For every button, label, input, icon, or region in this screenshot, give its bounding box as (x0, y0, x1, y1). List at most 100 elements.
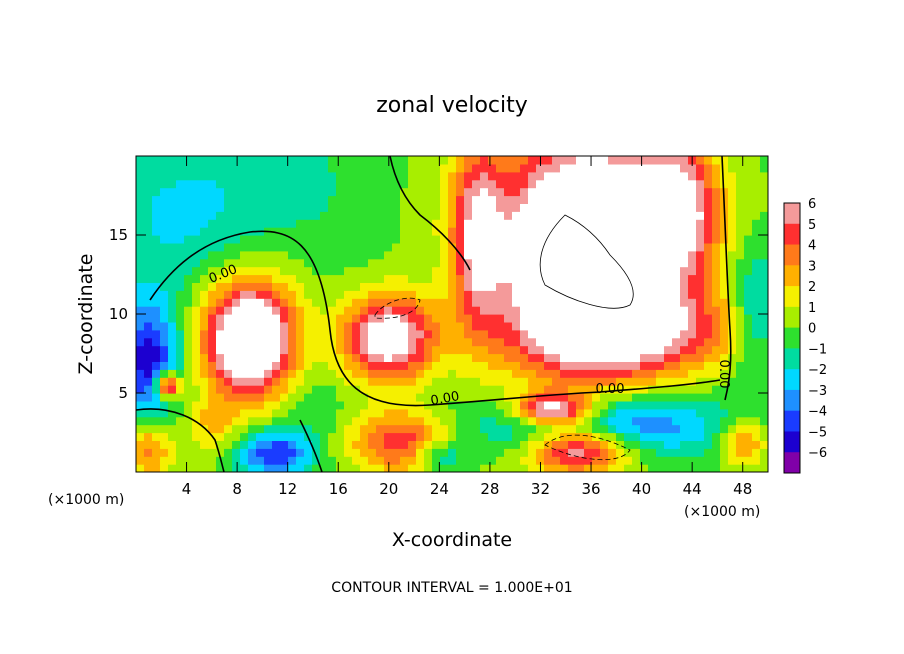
field-cell (448, 250, 457, 260)
field-cell (760, 290, 768, 299)
field-cell (568, 369, 577, 378)
field-cell (560, 464, 569, 472)
field-cell (256, 408, 265, 418)
field-cell (272, 337, 281, 347)
field-cell (512, 156, 521, 165)
field-cell (568, 408, 577, 418)
field-cell (384, 258, 393, 268)
field-cell (480, 377, 489, 386)
field-cell (736, 361, 745, 370)
field-cell (648, 274, 657, 283)
field-cell (552, 385, 561, 394)
field-cell (592, 400, 601, 410)
field-cell (232, 353, 241, 362)
field-cell (712, 187, 721, 197)
field-cell (680, 416, 689, 426)
field-cell (440, 266, 449, 276)
field-cell (192, 432, 201, 441)
field-cell (168, 250, 177, 260)
field-cell (232, 314, 241, 323)
field-cell (744, 195, 753, 204)
colorbar-swatch (784, 306, 800, 329)
field-cell (712, 219, 721, 228)
field-cell (184, 235, 193, 244)
field-cell (160, 171, 169, 181)
field-cell (168, 345, 177, 355)
field-cell (624, 171, 633, 181)
field-cell (752, 306, 761, 315)
field-cell (304, 353, 313, 362)
field-cell (704, 314, 713, 323)
field-cell (528, 282, 537, 291)
field-cell (216, 440, 225, 449)
field-cell (760, 369, 768, 378)
field-cell (720, 464, 729, 472)
field-cell (320, 353, 329, 362)
field-cell (712, 432, 721, 441)
field-cell (632, 203, 641, 212)
field-cell (568, 250, 577, 260)
field-cell (328, 314, 337, 323)
field-cell (456, 179, 465, 189)
field-cell (744, 306, 753, 315)
field-cell (736, 314, 745, 323)
field-cell (448, 400, 457, 410)
field-cell (272, 235, 281, 244)
field-cell (672, 235, 681, 244)
field-cell (400, 171, 409, 181)
field-cell (528, 258, 537, 268)
field-cell (616, 345, 625, 355)
field-cell (240, 219, 249, 228)
field-cell (456, 242, 465, 252)
field-cell (208, 440, 217, 449)
field-cell (280, 171, 289, 181)
field-cell (752, 400, 761, 410)
field-cell (584, 171, 593, 181)
field-cell (752, 235, 761, 244)
field-cell (704, 393, 713, 402)
field-cell (448, 440, 457, 449)
field-cell (208, 290, 217, 299)
field-cell (288, 408, 297, 418)
field-cell (720, 290, 729, 299)
field-cell (248, 321, 257, 331)
field-cell (592, 377, 601, 386)
field-cell (656, 274, 665, 283)
field-cell (752, 211, 761, 220)
field-cell (488, 361, 497, 370)
field-cell (680, 258, 689, 268)
field-cell (288, 274, 297, 283)
field-cell (288, 306, 297, 315)
field-cell (752, 163, 761, 173)
field-cell (240, 440, 249, 449)
field-cell (576, 385, 585, 394)
field-cell (504, 298, 513, 307)
field-cell (328, 211, 337, 220)
field-cell (696, 298, 705, 307)
field-cell (648, 282, 657, 291)
field-cell (696, 156, 705, 165)
field-cell (480, 424, 489, 434)
field-cell (440, 440, 449, 449)
field-cell (488, 464, 497, 472)
field-cell (208, 171, 217, 181)
field-cell (320, 321, 329, 331)
field-cell (744, 377, 753, 386)
field-cell (664, 163, 673, 173)
field-cell (616, 385, 625, 394)
field-cell (328, 464, 337, 472)
field-cell (408, 432, 417, 441)
field-cell (336, 163, 345, 173)
field-cell (280, 227, 289, 236)
field-cell (608, 195, 617, 204)
field-cell (448, 227, 457, 236)
field-cell (640, 242, 649, 252)
field-cell (688, 456, 697, 465)
field-cell (752, 298, 761, 307)
field-cell (264, 369, 273, 378)
field-cell (632, 163, 641, 173)
field-cell (624, 456, 633, 465)
field-cell (280, 377, 289, 386)
field-cell (272, 266, 281, 276)
field-cell (432, 393, 441, 402)
